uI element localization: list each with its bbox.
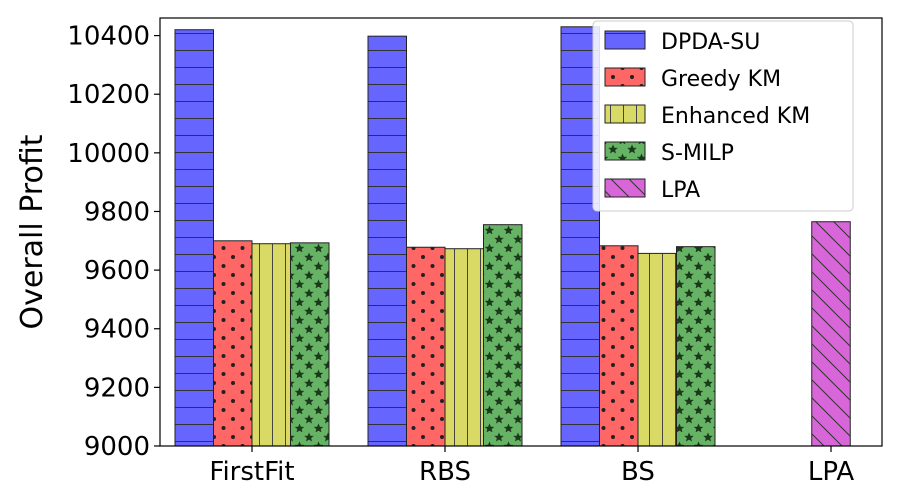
bar-hatch (676, 246, 716, 447)
x-tick-label: RBS (419, 457, 471, 487)
x-tick-label: BS (621, 457, 655, 487)
legend-item-enhanced-km: Enhanced KM (604, 104, 810, 129)
bar-greedy-km-rbs (406, 246, 446, 447)
x-axis: FirstFit RBS BS LPA (209, 446, 854, 487)
legend-swatch-hatch (604, 30, 646, 50)
bar-dpda-su-rbs (367, 35, 407, 447)
y-tick-label: 10400 (67, 22, 150, 52)
y-tick-label: 9800 (84, 197, 150, 227)
bar-hatch (637, 252, 677, 447)
bar-greedy-km-bs (599, 245, 639, 447)
legend-swatch-hatch (604, 67, 646, 87)
legend: DPDA-SU Greedy KM Enhanced KM S-MILP LPA (592, 20, 854, 212)
bar-s-milp-bs (676, 246, 716, 447)
y-tick-label: 10000 (67, 139, 150, 169)
y-tick-label: 9400 (84, 315, 150, 345)
bar-hatch (811, 221, 851, 447)
bar-enhanced-km-bs (637, 252, 677, 447)
y-axis: 9000 9200 9400 9600 9800 10000 10200 10400 (67, 22, 160, 462)
bar-enhanced-km-rbs (444, 248, 484, 447)
legend-item-lpa: LPA (604, 178, 700, 203)
plot-frame (159, 17, 883, 447)
y-tick-label: 9200 (84, 373, 150, 403)
legend-label: LPA (661, 178, 700, 203)
bar-s-milp-rbs (483, 224, 523, 447)
legend-item-dpda-su: DPDA-SU (604, 30, 760, 55)
bar-hatch (444, 248, 484, 447)
bar-dpda-su-firstfit (174, 29, 214, 447)
legend-label: DPDA-SU (661, 30, 760, 55)
legend-label: S-MILP (661, 141, 734, 166)
bar-lpa-lpa (811, 221, 851, 447)
legend-box (592, 20, 854, 212)
legend-swatch-hatch (604, 104, 646, 124)
y-tick-label: 9600 (84, 256, 150, 286)
legend-item-s-milp: S-MILP (604, 141, 734, 166)
bar-greedy-km-firstfit (213, 240, 253, 447)
bar-s-milp-firstfit (290, 242, 330, 447)
bar-hatch (174, 29, 214, 447)
bar-hatch (599, 245, 639, 447)
y-tick-label: 10200 (67, 80, 150, 110)
bar-hatch (367, 35, 407, 447)
legend-label: Greedy KM (661, 67, 781, 92)
legend-swatch-hatch (604, 141, 646, 161)
legend-label: Enhanced KM (661, 104, 810, 129)
x-tick-label: LPA (808, 457, 855, 487)
bar-enhanced-km-firstfit (251, 243, 291, 447)
legend-swatch-hatch (604, 178, 646, 198)
bar-hatch (213, 240, 253, 447)
bar-hatch (406, 246, 446, 447)
bar-hatch (483, 224, 523, 447)
bars-layer (174, 26, 851, 447)
legend-item-greedy-km: Greedy KM (604, 67, 781, 92)
y-tick-label: 9000 (84, 432, 150, 462)
bar-hatch (290, 242, 330, 447)
y-axis-label: Overall Profit (15, 134, 50, 329)
bar-hatch (251, 243, 291, 447)
x-tick-label: FirstFit (209, 457, 294, 487)
